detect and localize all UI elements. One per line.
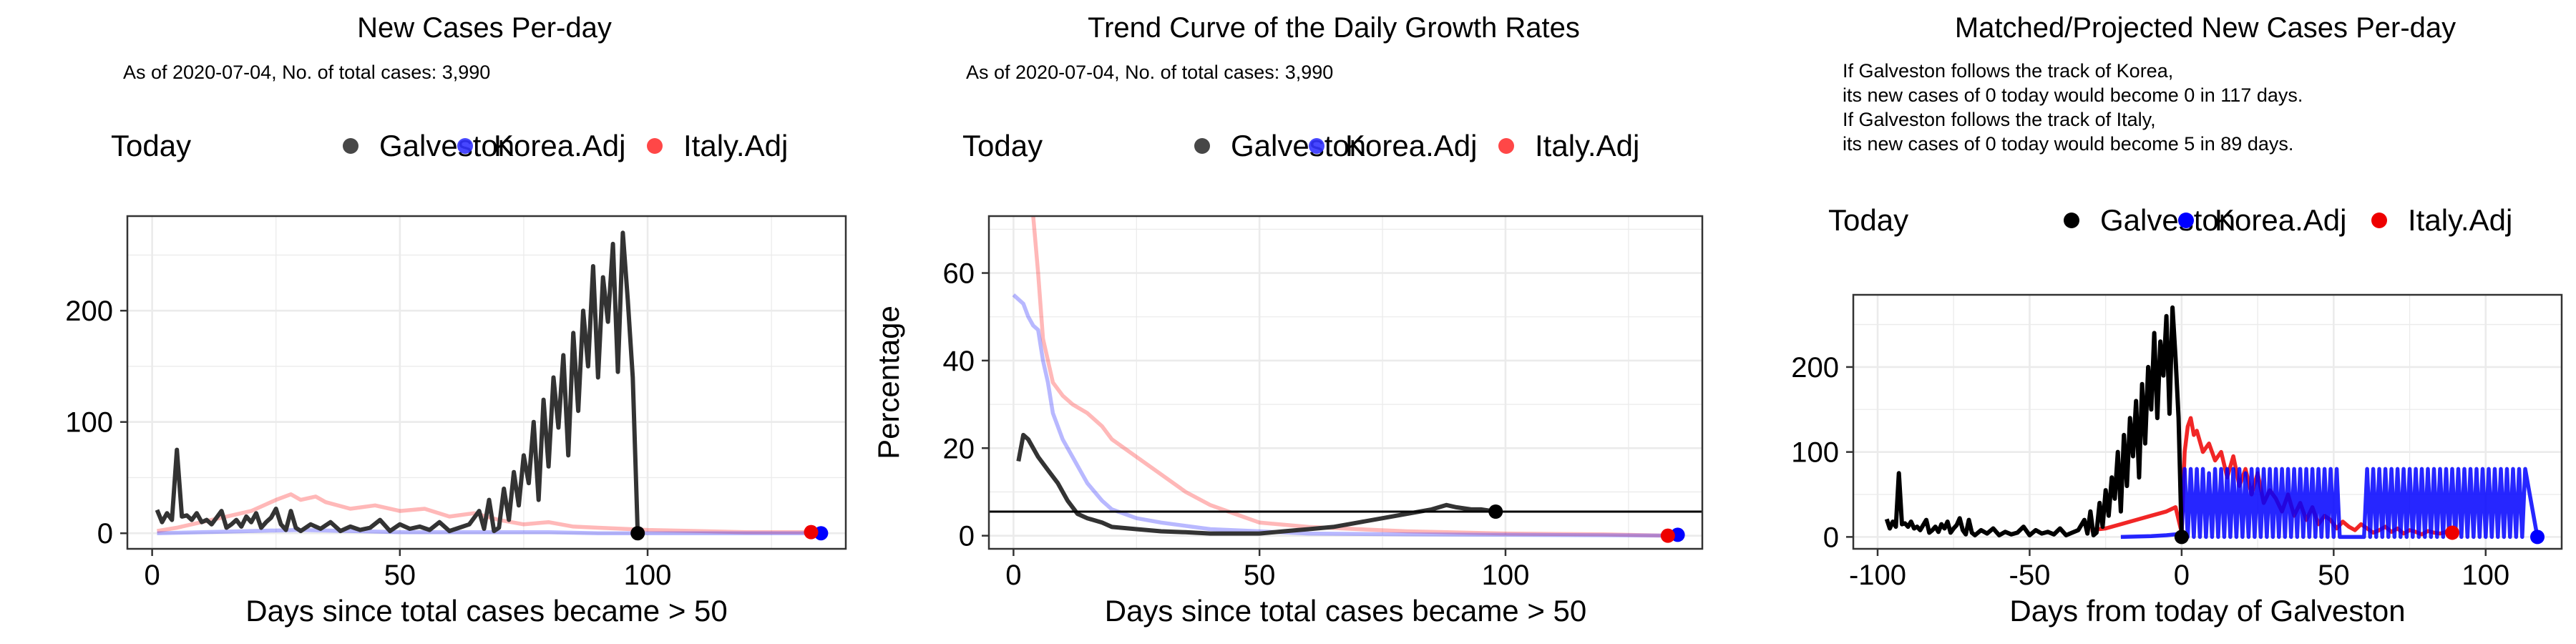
legend-key-italy-adj [2371, 213, 2387, 228]
x-tick-label: 50 [1244, 560, 1276, 591]
legend-title: Today [111, 129, 191, 162]
legend-label-italy-adj: Italy.Adj [1535, 129, 1639, 162]
chart-title: New Cases Per-day [357, 12, 612, 44]
legend-key-galveston [2064, 213, 2079, 228]
x-axis-label: Days since total cases became > 50 [245, 594, 728, 628]
y-tick-label: 40 [943, 346, 975, 377]
today-points [2174, 525, 2545, 545]
y-axis-label: Percentage [872, 306, 905, 459]
y-tick-label: 0 [959, 521, 975, 552]
chart-title: Matched/Projected New Cases Per-day [1955, 12, 2456, 44]
axes: 0 50 100 0 100 200 [65, 296, 671, 591]
x-tick-label: 0 [144, 560, 160, 591]
x-tick-label: -100 [1849, 560, 1906, 591]
series-lines [155, 230, 821, 535]
grid [127, 216, 846, 549]
annotation-line: If Galveston follows the track of Korea, [1843, 60, 2173, 82]
chart-subtitle: As of 2020-07-04, No. of total cases: 3,… [966, 62, 1333, 83]
legend-key-galveston [1194, 138, 1210, 154]
legend-key-korea-adj [2178, 213, 2194, 228]
y-tick-label: 100 [65, 407, 113, 439]
legend-label-galveston: Galveston [2100, 203, 2235, 237]
legend-label-italy-adj: Italy.Adj [2408, 203, 2512, 237]
x-tick-label: 0 [2174, 560, 2190, 591]
grid [989, 216, 1702, 549]
x-tick-label: 100 [2462, 560, 2509, 591]
legend-key-italy-adj [1498, 138, 1514, 154]
series-line-korea-adj [1012, 293, 1678, 538]
panel-border [126, 215, 847, 550]
chart-title: Trend Curve of the Daily Growth Rates [1088, 12, 1580, 44]
axes: 0 50 100 0 20 40 60 [943, 258, 1530, 591]
y-tick-label: 0 [97, 518, 113, 550]
y-tick-label: 0 [1823, 522, 1839, 553]
legend-key-italy-adj [647, 138, 663, 154]
legend-label-korea-adj: Korea.Adj [494, 129, 625, 162]
series-line-galveston [1016, 432, 1496, 536]
x-tick-label: 100 [624, 560, 672, 591]
series-lines [1012, 216, 1678, 538]
today-point-korea-adj [2530, 530, 2545, 545]
x-tick-label: 0 [1005, 560, 1021, 591]
x-axis-label: Days from today of Galveston [2009, 594, 2405, 628]
y-tick-label: 200 [1791, 352, 1839, 384]
series-lines [1884, 305, 2540, 540]
legend-label-galveston: Galveston [379, 129, 514, 162]
legend-label-korea-adj: Korea.Adj [2215, 203, 2346, 237]
x-axis-label: Days since total cases became > 50 [1105, 594, 1587, 628]
y-tick-label: 60 [943, 258, 975, 290]
axes: -100 -50 0 50 100 0 100 200 [1791, 352, 2509, 591]
legend-title: Today [962, 129, 1043, 162]
today-point-italy-adj [2445, 525, 2460, 540]
x-tick-label: 100 [1482, 560, 1530, 591]
legend-key-galveston [343, 138, 358, 154]
chart-panel-1: New Cases Per-day As of 2020-07-04, No. o… [65, 12, 847, 628]
series-line-italy-adj [157, 492, 811, 535]
chart-subtitle: As of 2020-07-04, No. of total cases: 3,… [123, 62, 490, 83]
annotation-line: If Galveston follows the track of Italy, [1843, 109, 2156, 130]
series-line-galveston [1884, 305, 2184, 537]
legend-key-korea-adj [457, 138, 473, 154]
x-tick-label: 50 [384, 560, 416, 591]
today-point-italy-adj [1660, 528, 1675, 543]
chart-panel-2: Trend Curve of the Daily Growth Rates As … [872, 12, 1704, 628]
today-point-galveston [630, 526, 645, 541]
legend-title: Today [1828, 203, 1908, 237]
today-point-galveston [2174, 530, 2189, 545]
x-tick-label: -50 [2009, 560, 2051, 591]
x-tick-label: 50 [2318, 560, 2350, 591]
chart-panel-3: Matched/Projected New Cases Per-day If Ga… [1791, 12, 2563, 628]
legend-label-korea-adj: Korea.Adj [1345, 129, 1477, 162]
series-line-italy-adj [1031, 216, 1668, 538]
series-line-galveston [155, 230, 640, 534]
y-tick-label: 200 [65, 296, 113, 327]
today-points [1488, 504, 1685, 543]
today-point-galveston [1488, 504, 1503, 519]
today-point-italy-adj [804, 525, 819, 540]
panel-border [1852, 293, 2563, 550]
series-line-korea-adj [157, 527, 821, 535]
y-tick-label: 20 [943, 433, 975, 464]
annotation-line: its new cases of 0 today would become 5 … [1843, 133, 2293, 155]
series-line-korea-adj [2120, 467, 2540, 540]
legend-key-korea-adj [1309, 138, 1324, 154]
legend-label-italy-adj: Italy.Adj [683, 129, 788, 162]
y-tick-label: 100 [1791, 437, 1839, 469]
annotation-line: its new cases of 0 today would become 0 … [1843, 84, 2303, 106]
today-points [630, 525, 829, 541]
panel-border [987, 215, 1704, 550]
legend-label-galveston: Galveston [1231, 129, 1366, 162]
